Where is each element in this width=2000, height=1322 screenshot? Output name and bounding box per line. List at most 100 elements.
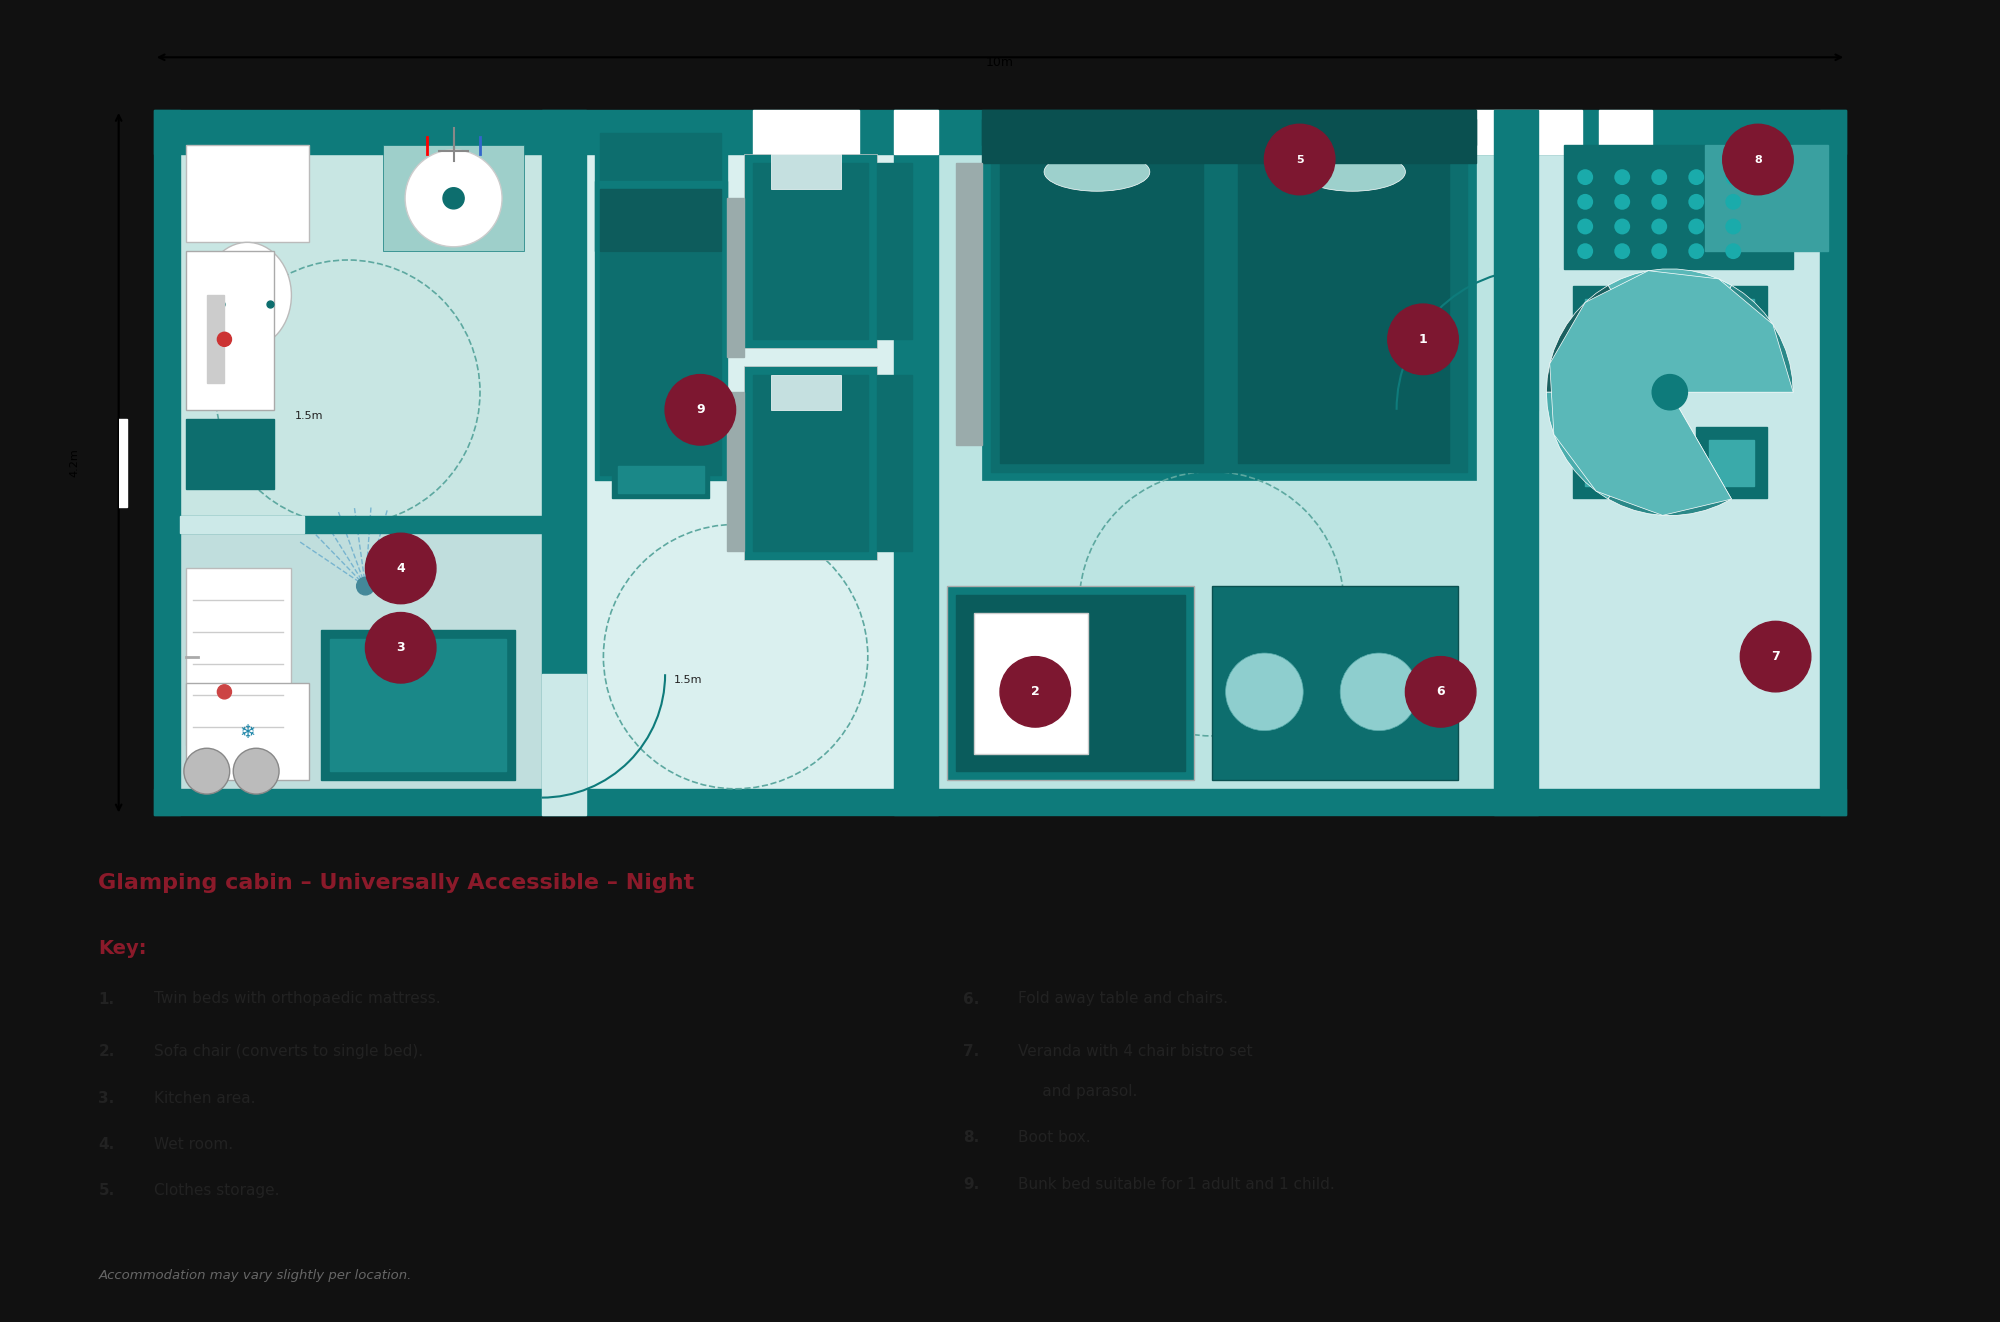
Bar — [1564, 145, 1794, 268]
Circle shape — [1578, 194, 1594, 210]
Bar — [948, 586, 1194, 780]
Circle shape — [1652, 218, 1668, 234]
Bar — [1212, 586, 1458, 780]
Text: Kitchen area.: Kitchen area. — [154, 1091, 256, 1105]
Circle shape — [234, 748, 280, 795]
Bar — [542, 674, 586, 816]
Ellipse shape — [1300, 152, 1406, 192]
Text: Key:: Key: — [98, 939, 146, 957]
Text: 9: 9 — [696, 403, 704, 416]
Bar — [180, 533, 542, 789]
Circle shape — [184, 748, 230, 795]
Bar — [876, 374, 912, 551]
Text: 4.: 4. — [98, 1137, 114, 1151]
Bar — [876, 163, 912, 340]
Bar — [1600, 110, 1652, 155]
Circle shape — [1578, 218, 1594, 234]
Text: Twin beds with orthopaedic mattress.: Twin beds with orthopaedic mattress. — [154, 992, 440, 1006]
Circle shape — [1614, 218, 1630, 234]
Ellipse shape — [1044, 152, 1150, 192]
Text: ❄: ❄ — [240, 723, 256, 742]
Bar — [600, 134, 722, 475]
Circle shape — [366, 533, 436, 604]
Bar — [974, 612, 1088, 754]
Text: Fold away table and chairs.: Fold away table and chairs. — [1018, 992, 1228, 1006]
Bar — [180, 516, 304, 533]
Bar — [186, 419, 274, 489]
Polygon shape — [1550, 271, 1794, 516]
Bar — [186, 683, 310, 780]
Circle shape — [1740, 621, 1810, 691]
Text: Clothes storage.: Clothes storage. — [154, 1183, 280, 1198]
Bar — [938, 136, 1494, 789]
Bar — [956, 595, 1186, 771]
Bar — [1706, 145, 1828, 251]
Bar — [1238, 145, 1450, 463]
Text: 5.: 5. — [98, 1183, 114, 1198]
Text: Bunk bed suitable for 1 adult and 1 child.: Bunk bed suitable for 1 adult and 1 chil… — [1018, 1177, 1336, 1191]
Circle shape — [1688, 169, 1704, 185]
Bar — [180, 516, 542, 533]
Text: 5: 5 — [1296, 155, 1304, 164]
Bar — [186, 568, 292, 744]
Bar — [154, 789, 1846, 816]
Text: 1.5m: 1.5m — [294, 411, 324, 420]
Bar — [542, 110, 586, 816]
Polygon shape — [1608, 393, 1732, 516]
Circle shape — [218, 685, 232, 699]
Circle shape — [218, 332, 232, 346]
Bar — [612, 453, 710, 498]
Bar — [206, 295, 224, 383]
Bar — [726, 198, 744, 357]
Bar — [894, 110, 938, 816]
Bar — [330, 639, 506, 771]
Circle shape — [1406, 657, 1476, 727]
Bar — [992, 136, 1468, 472]
Text: 2.: 2. — [98, 1044, 114, 1059]
Circle shape — [366, 612, 436, 683]
Text: 7: 7 — [1772, 650, 1780, 664]
Bar — [600, 189, 722, 251]
Bar — [1696, 427, 1766, 498]
Circle shape — [1722, 124, 1794, 194]
Circle shape — [666, 374, 736, 446]
Text: 1.: 1. — [98, 992, 114, 1006]
Bar — [1708, 299, 1754, 345]
Bar — [384, 145, 524, 251]
Text: 9.: 9. — [964, 1177, 980, 1191]
Text: 3: 3 — [396, 641, 406, 654]
Bar — [744, 155, 876, 348]
Bar — [1708, 440, 1754, 485]
Bar — [180, 136, 1820, 789]
Circle shape — [1000, 657, 1070, 727]
Bar — [744, 366, 876, 559]
Bar — [594, 181, 726, 251]
Text: Sofa chair (converts to single bed).: Sofa chair (converts to single bed). — [154, 1044, 422, 1059]
Circle shape — [1388, 304, 1458, 374]
Text: Boot box.: Boot box. — [1018, 1130, 1092, 1145]
Text: and parasol.: and parasol. — [1018, 1084, 1138, 1099]
Bar — [1586, 299, 1632, 345]
Text: 6: 6 — [1436, 685, 1444, 698]
Text: 8: 8 — [1754, 155, 1762, 164]
Circle shape — [442, 188, 464, 209]
Bar — [1538, 136, 1838, 789]
Bar — [982, 110, 1476, 145]
Bar — [1586, 440, 1632, 485]
Bar — [1572, 427, 1644, 498]
Circle shape — [1726, 169, 1742, 185]
Circle shape — [1614, 243, 1630, 259]
Circle shape — [1688, 194, 1704, 210]
Bar — [322, 631, 516, 780]
Bar — [754, 110, 858, 155]
Circle shape — [1226, 653, 1304, 731]
Text: Glamping cabin – Universally Accessible – Night: Glamping cabin – Universally Accessible … — [98, 873, 694, 892]
Bar — [982, 119, 1476, 163]
Circle shape — [1688, 243, 1704, 259]
Bar — [594, 128, 726, 480]
Polygon shape — [1546, 286, 1670, 393]
Circle shape — [1726, 194, 1742, 210]
Polygon shape — [1670, 286, 1794, 393]
Bar — [1000, 145, 1202, 463]
Circle shape — [356, 578, 374, 595]
